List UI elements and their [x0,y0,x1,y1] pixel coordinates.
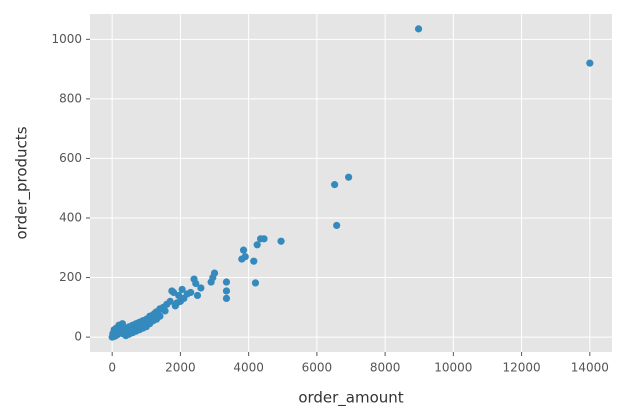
point [239,246,248,254]
point [175,291,183,300]
x-tick-label: 6000 [302,361,333,375]
x-tick-label: 10000 [434,361,472,375]
point [277,237,285,245]
point [168,287,176,295]
y-axis-label: order_products [13,126,32,239]
point [193,291,202,300]
point [171,302,179,310]
point [222,294,231,302]
point [256,235,265,243]
point [586,59,594,67]
point [156,312,164,320]
point [197,284,205,292]
point [250,257,258,265]
point [331,181,339,189]
point [118,320,127,328]
point [253,241,261,249]
point [222,278,231,286]
y-tick-label: 400 [59,210,82,224]
point [110,326,118,334]
point [190,275,198,283]
x-tick-label: 4000 [233,361,264,375]
point [251,279,260,287]
x-tick-label: 2000 [165,361,196,375]
point [345,173,353,181]
y-tick-label: 800 [59,91,82,105]
y-tick-label: 1000 [51,32,82,46]
point [333,221,341,230]
point [111,332,119,340]
x-tick-label: 12000 [502,361,540,375]
x-tick-label: 14000 [571,361,609,375]
point [166,297,174,305]
x-tick-label: 0 [108,361,116,375]
y-tick-label: 0 [74,330,82,344]
y-tick-label: 600 [59,151,82,165]
y-tick-label: 200 [59,270,82,284]
point [414,25,423,33]
x-axis-label: order_amount [298,389,403,408]
point [207,278,215,286]
point [238,255,246,263]
point [178,285,186,294]
point [222,287,231,295]
point [161,307,169,315]
x-tick-label: 8000 [370,361,401,375]
